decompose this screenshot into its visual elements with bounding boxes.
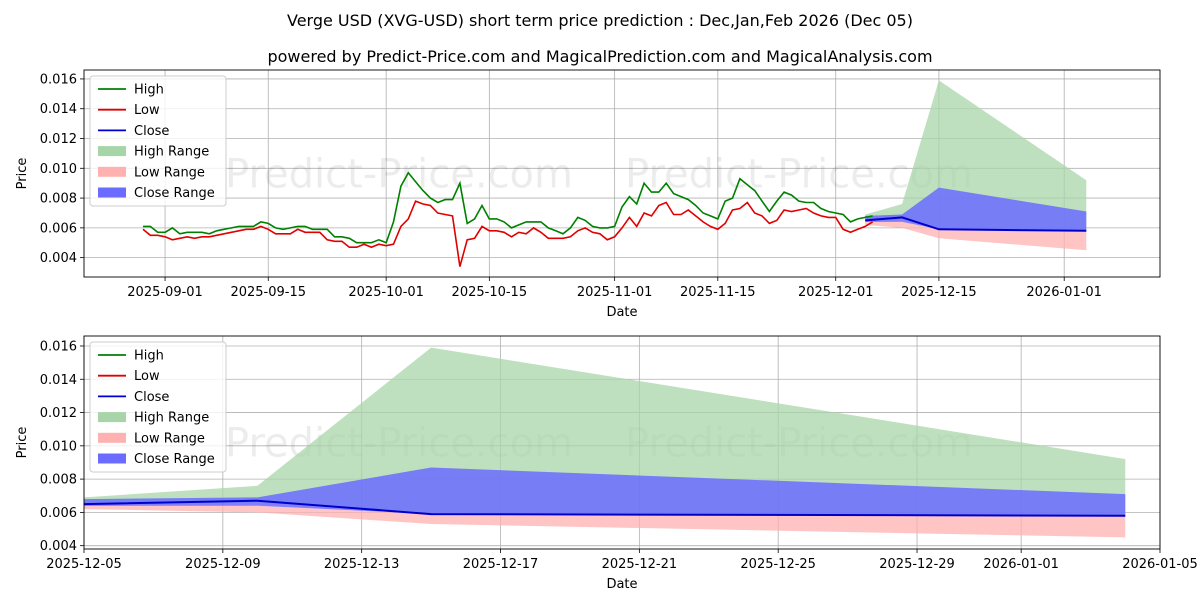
- legend: High Low Close High Range Low Range Close Ran…: [89, 341, 227, 473]
- close-forecast-line: [84, 499, 1126, 517]
- legend-swatch-high-range: [98, 146, 126, 157]
- x-tick-label: 2025-10-15: [452, 285, 528, 300]
- y-tick-label: 0.004: [40, 251, 77, 266]
- legend-label: Low Range: [134, 431, 205, 446]
- y-tick-label: 0.006: [40, 221, 77, 236]
- y-tick-label: 0.016: [40, 339, 77, 354]
- x-tick-label: 2025-12-25: [740, 557, 816, 572]
- y-axis-label: Price: [15, 158, 30, 190]
- x-tick-label: 2025-10-01: [348, 285, 424, 300]
- watermark: Predict-Price.com: [225, 152, 573, 198]
- legend-label: Close Range: [134, 186, 215, 201]
- x-tick-label: 2026-01-05: [1122, 557, 1198, 572]
- legend-label: High: [134, 349, 164, 364]
- y-tick-label: 0.012: [40, 132, 77, 147]
- high-series-line: [143, 171, 873, 244]
- plot-frame: [83, 335, 1161, 550]
- low-range-band: [865, 220, 1087, 251]
- legend-swatch-low-range: [98, 432, 126, 443]
- y-tick-label: 0.016: [40, 72, 77, 87]
- x-tick-label: 2025-12-05: [46, 557, 122, 572]
- x-tick-label: 2025-12-29: [879, 557, 955, 572]
- bottom-panel: 0.004 0.006 0.008 0.010 0.012 0.014 0.016 2025-…: [15, 335, 1198, 592]
- y-tick-label: 0.014: [40, 373, 77, 388]
- y-tick-label: 0.014: [40, 102, 77, 117]
- x-tick-label: 2025-12-15: [901, 285, 977, 300]
- high-range-band: [84, 347, 1126, 516]
- top-panel: 0.004 0.006 0.008 0.010 0.012 0.014 0.016 2025-…: [15, 69, 1161, 320]
- x-axis-label: Date: [606, 305, 637, 320]
- close-forecast-line: [865, 216, 1087, 232]
- plot-area: [142, 80, 1087, 267]
- x-tick-label: 2025-12-21: [602, 557, 678, 572]
- x-tick-label: 2026-01-01: [983, 557, 1059, 572]
- x-tick-label: 2025-12-01: [798, 285, 874, 300]
- y-tick-label: 0.010: [40, 439, 77, 454]
- legend-label: Close Range: [134, 452, 215, 467]
- x-tick-label: 2025-11-01: [577, 285, 653, 300]
- y-tick-label: 0.004: [40, 539, 77, 554]
- y-tick-label: 0.006: [40, 506, 77, 521]
- y-tick-label: 0.008: [40, 192, 77, 207]
- legend-label: Close: [134, 390, 169, 405]
- legend-swatch-close-range: [98, 187, 126, 198]
- x-tick-label: 2025-11-15: [680, 285, 756, 300]
- legend-swatch-close-range: [98, 453, 126, 464]
- close-range-band: [865, 187, 1087, 231]
- x-tick-label: 2025-09-15: [230, 285, 306, 300]
- x-tick-label: 2026-01-01: [1026, 285, 1102, 300]
- legend-swatch-high-range: [98, 412, 126, 423]
- legend: High Low Close High Range Low Range Close Ran…: [89, 75, 227, 207]
- low-range-band: [84, 504, 1126, 538]
- legend-label: Low: [134, 369, 160, 384]
- y-tick-label: 0.010: [40, 162, 77, 177]
- x-tick-label: 2025-12-09: [185, 557, 261, 572]
- x-tick-label: 2025-12-17: [463, 557, 539, 572]
- plot-frame: [83, 69, 1161, 278]
- chart-subtitle: powered by Predict-Price.com and Magical…: [267, 47, 932, 66]
- close-range-band: [84, 467, 1126, 516]
- legend-label: Low: [134, 103, 160, 118]
- x-tick-label: 2025-09-01: [127, 285, 203, 300]
- y-axis-label: Price: [15, 427, 30, 459]
- plot-area: [84, 347, 1126, 538]
- y-tick-label: 0.008: [40, 473, 77, 488]
- legend-label: Close: [134, 124, 169, 139]
- legend-swatch-low-range: [98, 166, 126, 177]
- legend-label: High Range: [134, 145, 209, 160]
- chart-title: Verge USD (XVG-USD) short term price pre…: [287, 11, 913, 30]
- x-axis-label: Date: [606, 577, 637, 592]
- x-tick-label: 2025-12-13: [324, 557, 400, 572]
- low-series-line: [142, 200, 874, 267]
- y-tick-label: 0.012: [40, 406, 77, 421]
- high-range-band: [865, 80, 1087, 231]
- legend-label: High Range: [134, 411, 209, 426]
- legend-label: Low Range: [134, 165, 205, 180]
- legend-label: High: [134, 83, 164, 98]
